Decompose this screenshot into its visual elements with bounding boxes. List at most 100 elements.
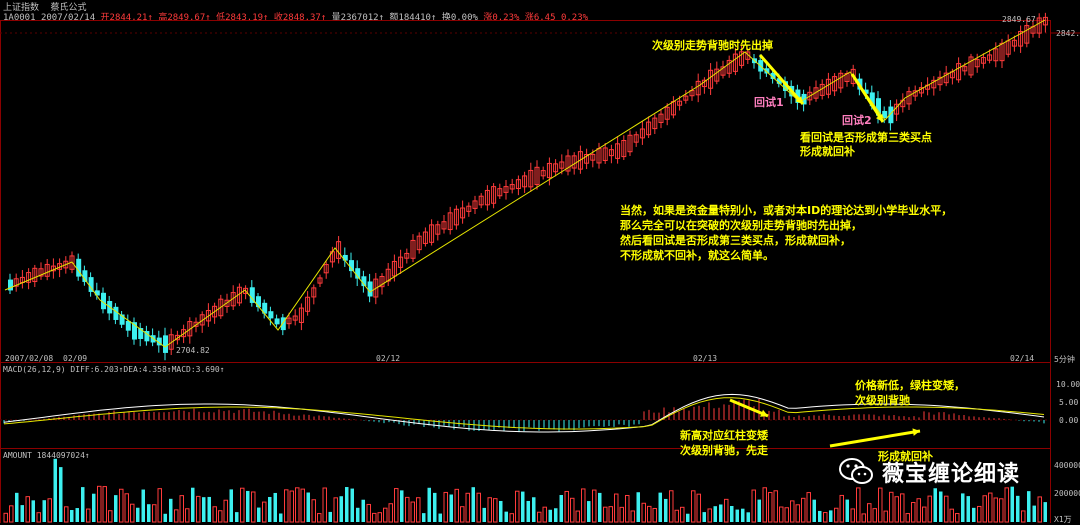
volume-bar-up: [284, 489, 289, 523]
high-price-label: 2849.67: [1002, 15, 1036, 24]
volume-bar-down: [75, 508, 79, 522]
low-price-label: 2704.82: [176, 346, 210, 355]
candle-body-up: [441, 221, 447, 230]
candle-body-up: [980, 57, 986, 64]
candle-body-up: [292, 315, 298, 321]
volume-bar-up: [614, 493, 619, 523]
candle-body-up: [38, 268, 44, 277]
volume-bar-up: [410, 501, 415, 523]
candle-body-up: [937, 76, 943, 86]
volume-bar-down: [933, 488, 937, 522]
volume-bar-down: [70, 510, 74, 522]
volume-bar-down: [1027, 491, 1031, 522]
candle-body-up: [478, 195, 484, 206]
volume-bar-up: [289, 490, 294, 523]
volume-bar-down: [719, 504, 723, 522]
candle-body-up: [732, 53, 738, 72]
volume-bar-up: [751, 489, 756, 523]
candle-body-up: [720, 66, 726, 76]
change-value: 涨6.45: [524, 13, 556, 23]
volume-bar-up: [416, 497, 421, 523]
candle-body-up: [956, 63, 962, 81]
annotation-main-line-0: 当然，如果是资金量特别小，或者对本ID的理论达到小学毕业水平，: [620, 204, 953, 217]
candle-body-up: [615, 143, 621, 159]
candle-body-down: [776, 78, 782, 84]
candle-body-down: [256, 296, 261, 308]
volume-bar-down: [339, 496, 343, 522]
candle-body-up: [484, 189, 490, 206]
annotation-main-line-3: 不形成就不回补，就这么简单。: [620, 249, 774, 262]
volume-bar-down: [114, 495, 118, 522]
volume-bar-up: [944, 495, 949, 523]
volume-bar-up: [779, 506, 784, 523]
volume-bar-up: [993, 497, 998, 523]
candle-body-up: [224, 299, 230, 307]
volume-bar-up: [537, 511, 542, 523]
volume-bar-down: [554, 508, 558, 522]
macd-tick-0: 0.00: [1059, 416, 1079, 425]
candle-body-up: [546, 162, 552, 179]
candle-body-up: [621, 139, 627, 158]
volume-bar-up: [570, 497, 575, 523]
annotation-rebuy: 形成就回补: [878, 450, 933, 463]
volume-bar-up: [603, 506, 608, 523]
volume-bar-down: [746, 512, 750, 522]
symbol-name: 上证指数: [3, 3, 40, 13]
volume-bar-down: [713, 506, 717, 522]
volume-bar-down: [818, 510, 822, 522]
volume-bar-down: [42, 500, 46, 522]
volume-bar-up: [493, 498, 498, 523]
candle-body-up: [379, 276, 385, 288]
candle-body-up: [311, 287, 317, 298]
volume-bar-down: [427, 487, 431, 522]
candle-body-up: [745, 51, 751, 60]
candle-body-down: [268, 311, 274, 319]
volume-bar-down: [730, 506, 734, 522]
annotation-arrow: [758, 54, 805, 105]
annotation-retest1: 回试1: [754, 96, 784, 109]
candle-body-down: [274, 318, 280, 325]
volume-bar-down: [1010, 486, 1014, 522]
volume-bar-up: [542, 506, 547, 523]
candle-body-up: [212, 305, 218, 318]
annotation-macd-right-0: 价格新低，绿柱变矮，: [855, 379, 965, 392]
volume-bar-up: [900, 493, 905, 523]
volume-bar-up: [922, 506, 927, 523]
volume-bar-up: [174, 509, 179, 523]
candle-body-down: [882, 110, 888, 119]
volume-bar-up: [443, 491, 448, 523]
volume-bar-down: [20, 505, 24, 522]
candle-body-up: [453, 208, 459, 226]
volume-bar-up: [839, 494, 844, 523]
candle-body-up: [509, 184, 515, 190]
volume-bar-down: [53, 458, 57, 522]
volume-bar-down: [559, 494, 563, 522]
volume-bar-down: [361, 499, 365, 522]
volume-bar-up: [652, 507, 657, 523]
volume-bar-up: [405, 496, 410, 523]
macd-header: MACD(26,12,9) DIFF:6.203↑DEA:4.358↑MACD:…: [3, 365, 225, 374]
volume-bar-down: [169, 498, 173, 522]
candle-body-up: [906, 91, 912, 105]
volume-bar-up: [724, 498, 729, 523]
candle-body-up: [522, 175, 528, 188]
volume-bar-up: [1037, 496, 1042, 523]
candle-body-up: [404, 252, 410, 259]
volume-bar-up: [157, 488, 162, 523]
candle-body-up: [553, 163, 559, 173]
volume-bar-up: [377, 512, 382, 523]
candle-body-down: [876, 98, 881, 116]
candle-body-up: [931, 79, 937, 89]
volume-bar-up: [465, 492, 470, 523]
candle-body-up: [968, 56, 974, 76]
volume-bar-down: [147, 504, 151, 522]
candle-body-up: [813, 87, 819, 99]
candle-body-down: [101, 292, 106, 310]
volume-bar-up: [218, 510, 223, 523]
volume-bar-up: [47, 498, 52, 523]
period-label: 5分钟: [1054, 355, 1075, 364]
volume-bar-down: [141, 489, 145, 522]
volume-bar-down: [400, 490, 404, 522]
volume-bar-up: [196, 495, 201, 523]
candle-body-down: [113, 306, 119, 320]
